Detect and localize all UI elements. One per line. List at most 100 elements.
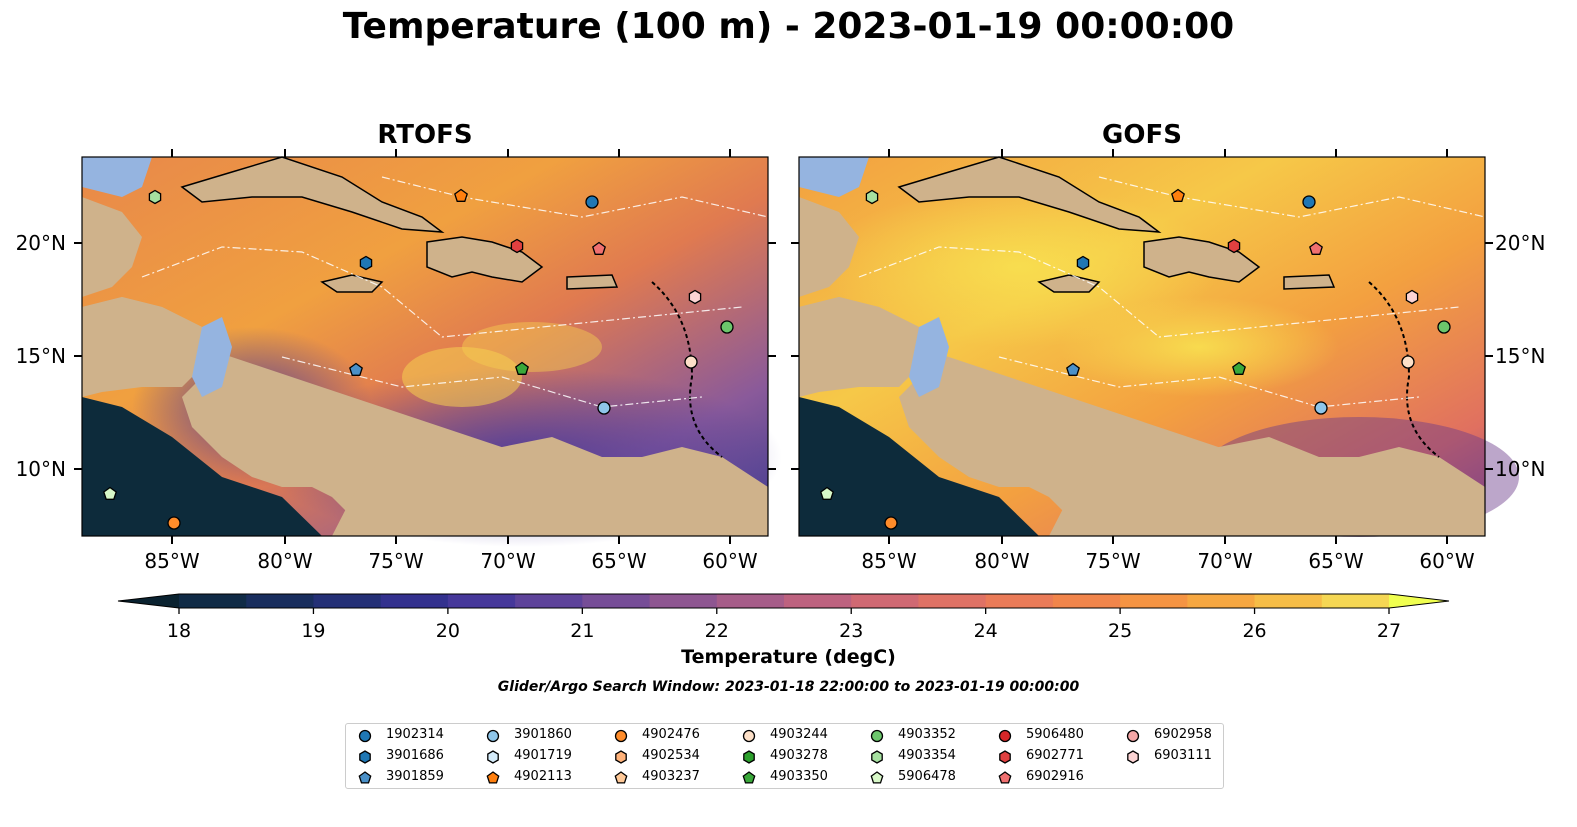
- legend-label: 1902314: [386, 727, 444, 742]
- legend-pentagon-icon: [998, 771, 1012, 784]
- colorbar-bin: [918, 594, 987, 608]
- legend-hexagon-icon: [871, 750, 883, 764]
- lon-tick-label: 65°W: [1308, 549, 1363, 573]
- legend-pentagon-icon: [486, 771, 500, 784]
- lon-tick-label: 65°W: [591, 549, 646, 573]
- float-marker-6903111: [688, 289, 702, 305]
- legend-label: 6902916: [1026, 769, 1084, 784]
- lat-tick-label-right: 10°N: [1495, 457, 1545, 481]
- legend-pentagon-icon: [870, 771, 884, 784]
- panel-title-gofs: GOFS: [1102, 120, 1182, 150]
- float-marker-5906478: [820, 486, 834, 500]
- colorbar-label: Temperature (degC): [681, 646, 896, 668]
- lon-tick-label: 60°W: [1419, 549, 1474, 573]
- float-marker-3901859: [1066, 362, 1080, 376]
- lon-tick-label: 75°W: [368, 549, 423, 573]
- legend-label: 3901860: [514, 727, 572, 742]
- colorbar-bin: [1120, 594, 1188, 608]
- legend-hexagon-icon: [999, 750, 1011, 764]
- colorbar-tick-label: 27: [1377, 620, 1401, 642]
- colorbar-bin: [784, 594, 852, 608]
- legend-label: 4903354: [898, 748, 956, 763]
- lon-tick-label: 85°W: [144, 549, 199, 573]
- colorbar: 18 19 20 21 22 23 24 25 26 27: [117, 593, 1450, 642]
- float-marker-4903244: [684, 355, 698, 369]
- float-marker-6902771: [510, 238, 524, 254]
- legend-circle-icon: [1126, 729, 1140, 743]
- legend-label: 5906478: [898, 769, 956, 784]
- legend-circle-icon: [870, 729, 884, 743]
- legend-circle-icon: [614, 729, 628, 743]
- float-marker-3901859: [349, 362, 363, 376]
- legend-label: 5906480: [1026, 727, 1084, 742]
- legend-hexagon-icon: [1127, 750, 1139, 764]
- float-marker-4903350: [515, 361, 529, 375]
- float-marker-6903111: [1405, 289, 1419, 305]
- float-marker-4903354: [865, 189, 879, 205]
- float-marker-4903354: [148, 189, 162, 205]
- float-marker-4903352: [720, 320, 734, 334]
- float-marker-1902314: [585, 195, 599, 209]
- colorbar-bin: [1052, 594, 1121, 608]
- legend-pentagon-icon: [358, 771, 372, 784]
- legend-label: 4902476: [642, 727, 700, 742]
- lon-tick-label: 70°W: [480, 549, 535, 573]
- lat-tick-label-left: 20°N: [16, 231, 66, 255]
- lon-tick-label: 80°W: [974, 549, 1029, 573]
- colorbar-bin: [179, 594, 247, 608]
- colorbar-tick-label: 20: [436, 620, 460, 642]
- float-marker-3901686: [359, 255, 373, 271]
- colorbar-bin: [313, 594, 382, 608]
- colorbar-extend-low: [118, 594, 179, 608]
- legend-circle-icon: [358, 729, 372, 743]
- colorbar-bin: [1254, 594, 1323, 608]
- float-marker-4902113: [454, 188, 468, 202]
- legend-label: 6903111: [1154, 748, 1212, 763]
- lon-tick-label: 60°W: [702, 549, 757, 573]
- float-marker-3901686: [1076, 255, 1090, 271]
- float-marker-3901860: [1314, 401, 1328, 415]
- float-marker-4902113: [1171, 188, 1185, 202]
- lon-tick-label: 70°W: [1197, 549, 1252, 573]
- float-marker-6902916: [592, 241, 606, 255]
- colorbar-bin: [716, 594, 785, 608]
- colorbar-bin: [1321, 594, 1390, 608]
- float-marker-6902771: [1227, 238, 1241, 254]
- float-marker-1902314: [1302, 195, 1316, 209]
- search-window-note: Glider/Argo Search Window: 2023-01-18 22…: [497, 679, 1080, 695]
- colorbar-tick-label: 22: [705, 620, 729, 642]
- legend-hexagon-icon: [359, 750, 371, 764]
- legend-pentagon-icon: [742, 771, 756, 784]
- legend-label: 4902113: [514, 769, 572, 784]
- legend-hexagon-icon: [743, 750, 755, 764]
- colorbar-bin: [649, 594, 718, 608]
- colorbar-bin: [515, 594, 583, 608]
- legend-circle-icon: [998, 729, 1012, 743]
- lon-tick-label: 85°W: [861, 549, 916, 573]
- legend-hexagon-icon: [487, 750, 499, 764]
- float-marker-3901860: [597, 401, 611, 415]
- colorbar-bin: [582, 594, 651, 608]
- float-marker-4902476: [167, 516, 181, 530]
- legend-label: 4903352: [898, 727, 956, 742]
- colorbar-extend-high: [1389, 594, 1449, 608]
- colorbar-tick-label: 25: [1108, 620, 1132, 642]
- map-rtofs: [81, 156, 782, 547]
- float-marker-4903352: [1437, 320, 1451, 334]
- legend-label: 4901719: [514, 748, 572, 763]
- legend-label: 3901859: [386, 769, 444, 784]
- colorbar-bin: [380, 594, 449, 608]
- float-legend: 1902314 3901686 3901859 3901860 4901719 49021…: [345, 723, 1224, 789]
- lat-tick-label-right: 20°N: [1495, 231, 1545, 255]
- legend-circle-icon: [486, 729, 500, 743]
- float-marker-4903350: [1232, 361, 1246, 375]
- map-gofs: [798, 156, 1519, 537]
- float-marker-4903244: [1401, 355, 1415, 369]
- lon-tick-label: 80°W: [257, 549, 312, 573]
- colorbar-tick-label: 18: [167, 620, 191, 642]
- lat-tick-label-left: 10°N: [16, 457, 66, 481]
- lat-tick-label-right: 15°N: [1495, 344, 1545, 368]
- legend-hexagon-icon: [615, 750, 627, 764]
- legend-label: 4903237: [642, 769, 700, 784]
